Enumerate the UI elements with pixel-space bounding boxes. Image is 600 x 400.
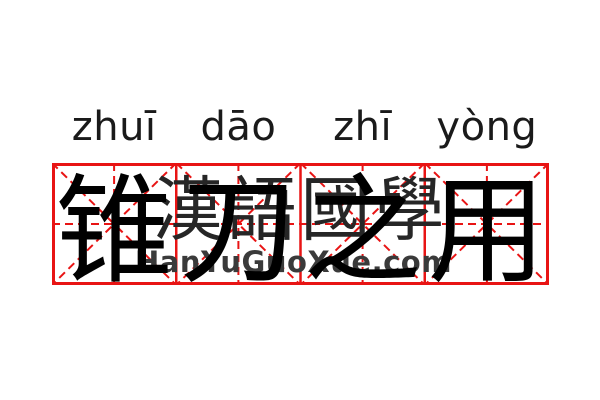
idiom-character-4: 用 <box>427 162 546 300</box>
rice-grid-lines <box>52 163 549 285</box>
watermark-site-url: HanYuGuoXue.com <box>135 245 452 279</box>
idiom-character-2: 刀 <box>179 162 298 300</box>
pinyin-syllable-4: yòng <box>436 104 538 150</box>
pinyin-row: zhuī dāo zhī yòng <box>52 101 549 153</box>
watermark-site-cjk: 漢語國學 <box>152 169 449 251</box>
rice-grid <box>52 163 549 285</box>
pinyin-syllable-1: zhuī <box>71 104 157 150</box>
idiom-character-1: 锥 <box>55 162 174 300</box>
idiom-characters-row: 锥 刀 之 用 <box>52 163 549 290</box>
pinyin-syllable-3: zhī <box>333 104 393 150</box>
pinyin-syllable-2: dāo <box>200 104 277 150</box>
idiom-character-3: 之 <box>303 162 422 300</box>
